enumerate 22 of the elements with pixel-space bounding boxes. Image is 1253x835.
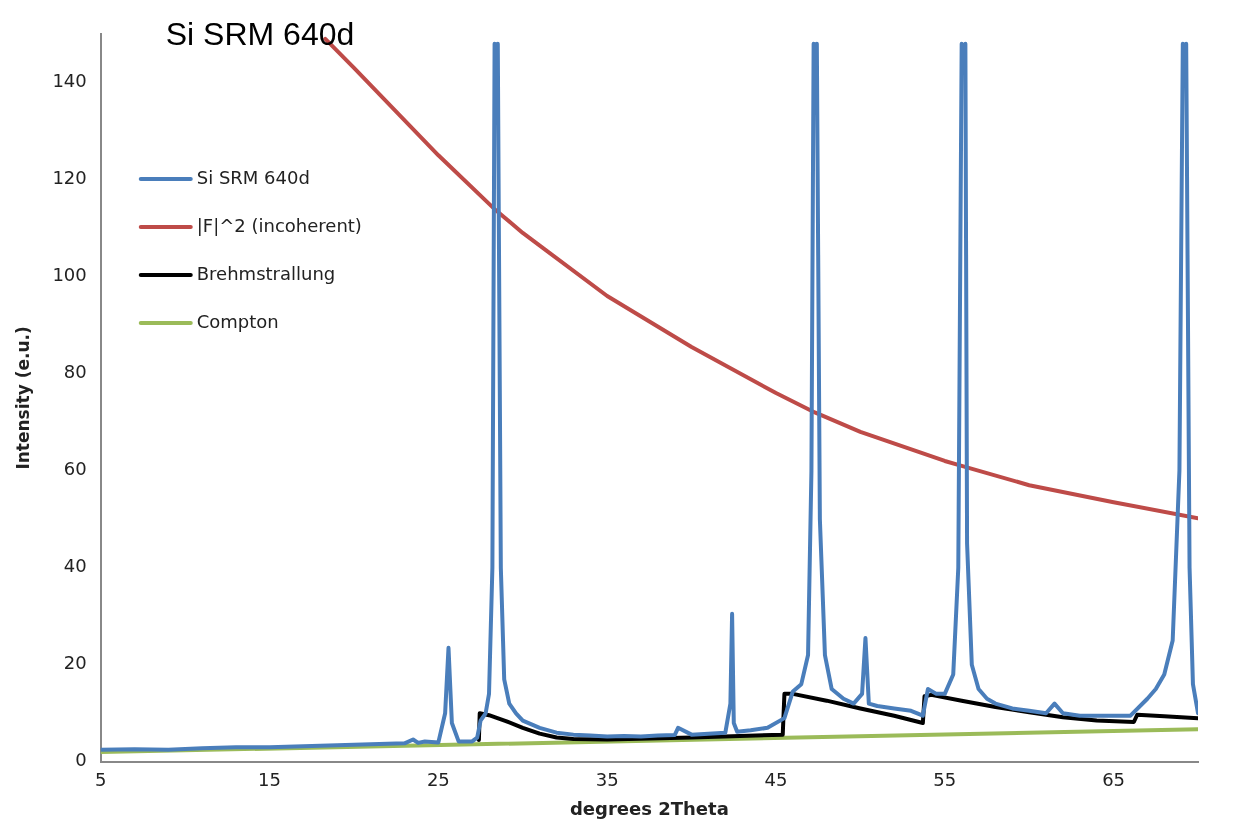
y-tick-label: 40: [63, 555, 87, 577]
y-tick-label: 140: [52, 70, 87, 92]
y-axis-title: Intensity (e.u.): [12, 326, 33, 470]
x-tick-label: 25: [426, 769, 450, 791]
legend-label: Compton: [196, 310, 279, 332]
x-tick-label: 55: [933, 769, 957, 791]
chart-title: Si SRM 640d: [165, 15, 355, 52]
legend-label: |F|^2 (incoherent): [196, 214, 362, 236]
x-tick-label: 5: [95, 769, 107, 791]
y-tick-label: 60: [63, 458, 87, 480]
legend-label: Si SRM 640d: [196, 166, 310, 188]
y-tick-label: 100: [52, 264, 87, 286]
y-tick-label: 80: [63, 361, 87, 383]
y-tick-label: 20: [63, 652, 87, 674]
y-tick-label: 0: [75, 749, 87, 771]
x-tick-label: 35: [595, 769, 619, 791]
x-axis-title: degrees 2Theta: [569, 797, 729, 819]
legend-label: Brehmstrallung: [196, 262, 336, 284]
x-tick-label: 45: [764, 769, 788, 791]
y-tick-label: 120: [52, 167, 87, 189]
x-tick-label: 15: [258, 769, 282, 791]
x-tick-label: 65: [1102, 769, 1126, 791]
